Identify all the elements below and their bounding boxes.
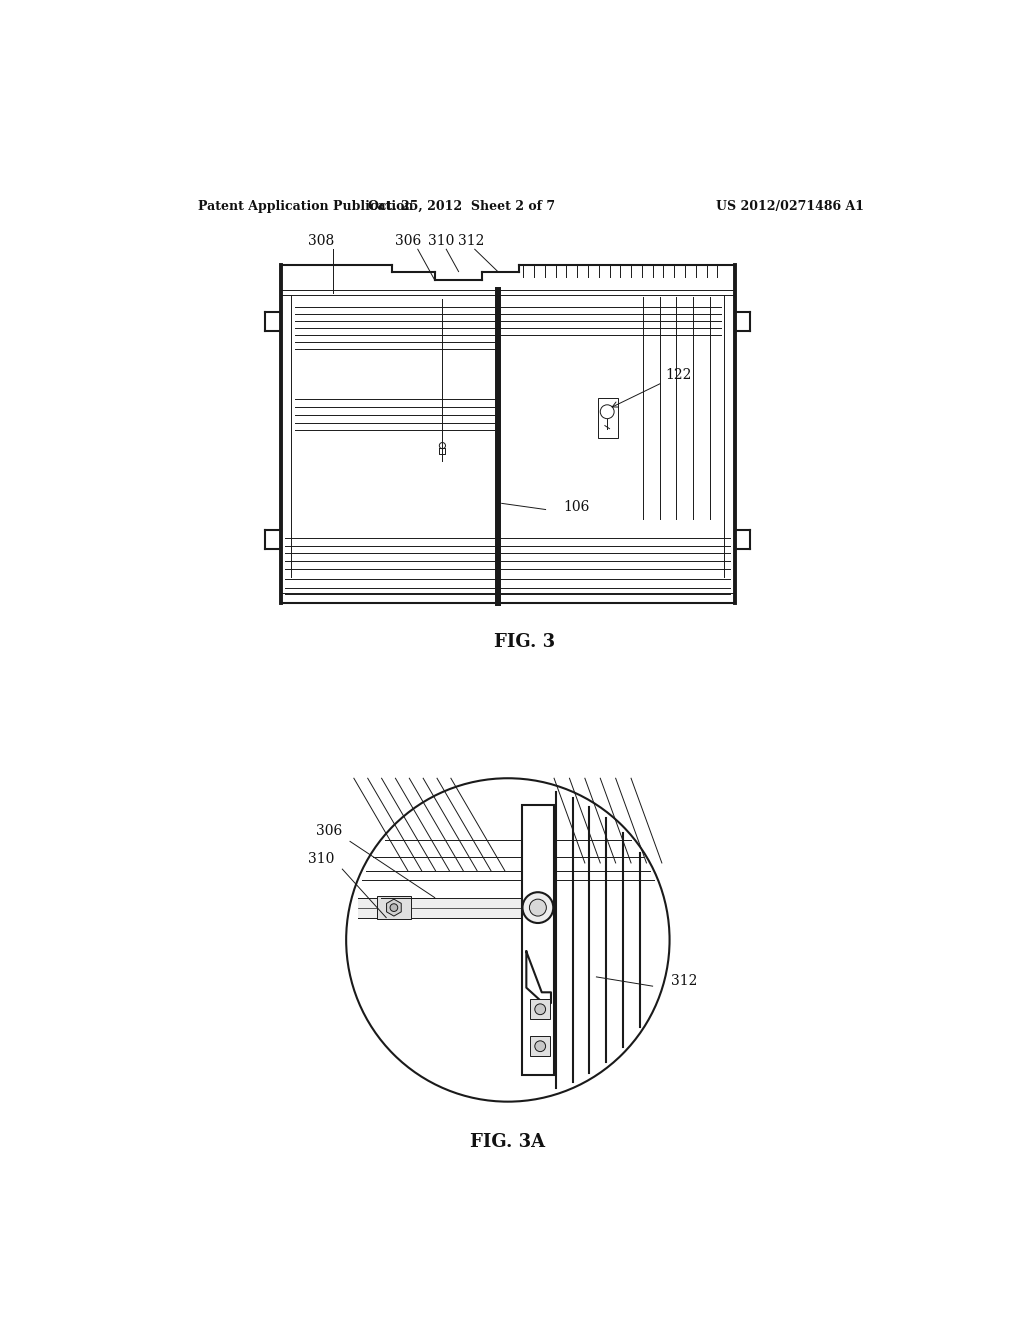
Polygon shape	[387, 899, 401, 916]
Bar	[357, 898, 527, 917]
Text: 106: 106	[563, 500, 590, 513]
Circle shape	[390, 904, 397, 911]
Text: FIG. 3A: FIG. 3A	[470, 1133, 546, 1151]
Bar	[530, 999, 550, 1019]
Text: 310: 310	[428, 234, 454, 248]
Text: 312: 312	[671, 974, 697, 987]
Circle shape	[522, 892, 553, 923]
Text: 308: 308	[307, 234, 334, 248]
Text: 306: 306	[395, 234, 422, 248]
Text: Patent Application Publication: Patent Application Publication	[199, 199, 414, 213]
Text: 306: 306	[316, 824, 342, 838]
Bar	[598, 397, 617, 438]
Bar	[281, 264, 735, 603]
Bar	[530, 1036, 550, 1056]
Circle shape	[535, 1040, 546, 1052]
Circle shape	[529, 899, 547, 916]
Text: US 2012/0271486 A1: US 2012/0271486 A1	[716, 199, 864, 213]
Text: 122: 122	[665, 368, 691, 383]
Bar	[521, 805, 554, 1074]
Circle shape	[346, 779, 670, 1102]
Bar	[377, 896, 411, 919]
Circle shape	[535, 1003, 546, 1015]
Text: FIG. 3: FIG. 3	[495, 634, 555, 651]
Text: 312: 312	[459, 234, 484, 248]
Text: 310: 310	[308, 851, 335, 866]
Text: Oct. 25, 2012  Sheet 2 of 7: Oct. 25, 2012 Sheet 2 of 7	[368, 199, 555, 213]
